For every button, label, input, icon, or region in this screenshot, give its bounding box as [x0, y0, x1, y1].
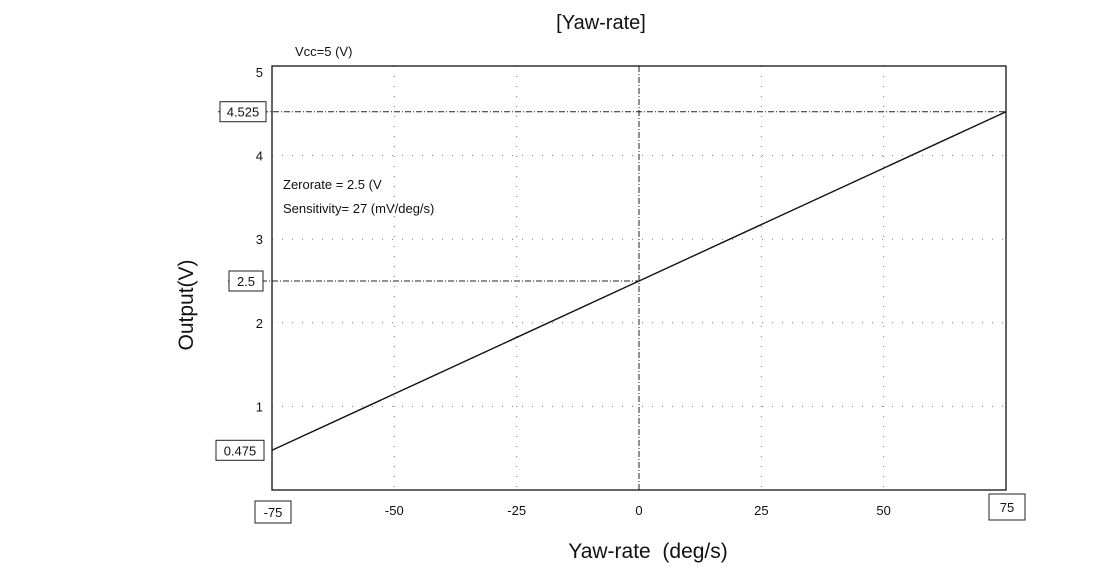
- y-max-boxed-label: 4.525: [227, 105, 260, 120]
- x-min-boxed-label: -75: [264, 505, 283, 520]
- y-zerorate-boxed-label: 2.5: [237, 274, 255, 289]
- y-tick-label: 4: [256, 149, 263, 164]
- y-min-boxed-label-box: [215, 439, 265, 461]
- output-series-line: [271, 111, 1007, 451]
- boxed-value-labels: 4.525 2.5 0.475 -75 75: [215, 101, 1026, 524]
- reference-lines: [218, 66, 1006, 490]
- x-tick-label: 25: [754, 503, 768, 518]
- zerorate-annotation: Zerorate = 2.5 (V: [283, 177, 382, 192]
- x-max-boxed-label-box: [988, 493, 1026, 521]
- y-axis-title: Output(V): [175, 259, 198, 350]
- series-layer: [271, 111, 1007, 451]
- y-max-boxed-label-box: [219, 101, 267, 123]
- x-axis-title: Yaw-rate (deg/s): [568, 540, 728, 563]
- x-min-boxed-label-box: [254, 500, 292, 524]
- x-tick-label: 0: [635, 503, 642, 518]
- x-max-boxed-label: 75: [1000, 500, 1014, 515]
- plot-frame: [271, 65, 1007, 491]
- y-tick-label: 5: [256, 65, 263, 80]
- y-min-boxed-label: 0.475: [224, 443, 257, 458]
- vcc-annotation: Vcc=5 (V): [295, 44, 352, 59]
- y-tick-label: 1: [256, 399, 263, 414]
- x-tick-label: 50: [876, 503, 890, 518]
- y-tick-label: 2: [256, 316, 263, 331]
- y-zerorate-boxed-label-box: [228, 270, 264, 292]
- tick-labels: 1 2 3 4 5 -50 -25 0 25 50: [256, 65, 891, 518]
- sensitivity-annotation: Sensitivity= 27 (mV/deg/s): [283, 201, 434, 216]
- x-tick-label: -25: [507, 503, 526, 518]
- x-tick-label: -50: [385, 503, 404, 518]
- grid-layer: [272, 66, 1006, 490]
- y-tick-label: 3: [256, 232, 263, 247]
- chart-title: [Yaw-rate]: [556, 12, 646, 34]
